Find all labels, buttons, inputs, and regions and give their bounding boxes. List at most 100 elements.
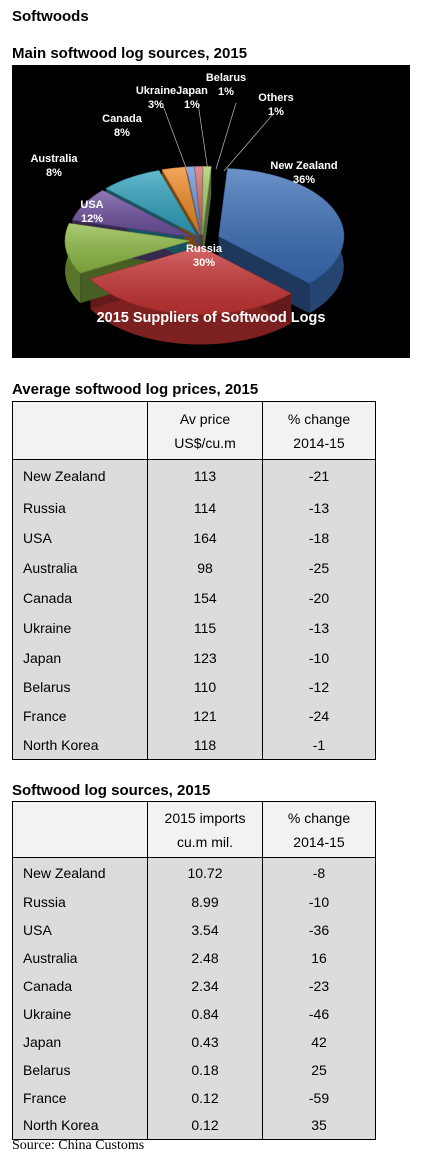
imports-cell: 0.12 [147, 1083, 263, 1112]
country-cell: North Korea [12, 1111, 148, 1140]
sources-table: 2015 imports cu.m mil. % change 2014-15 … [12, 801, 376, 1140]
change-cell: -10 [262, 887, 376, 916]
chart-heading: Main softwood log sources, 2015 [12, 45, 248, 62]
prices-header-price: Av price US$/cu.m [147, 401, 263, 460]
pie-label-usa: USA [80, 199, 103, 211]
country-cell: Ukraine [12, 612, 148, 643]
pie-label-new-zealand: New Zealand [270, 160, 337, 172]
pie-leader-line [223, 112, 275, 172]
pie-chart: New Zealand 36% Russia 30% USA 12% Australia 8%… [12, 65, 410, 358]
imports-cell: 3.54 [147, 915, 263, 944]
pie-slice-highlight [202, 166, 212, 235]
change-cell: -46 [262, 999, 376, 1028]
change-cell: 35 [262, 1111, 376, 1140]
change-cell: -13 [262, 612, 376, 643]
pie-value-canada: 8% [114, 127, 130, 139]
pie-label-russia: Russia [186, 243, 223, 255]
country-cell: Canada [12, 971, 148, 1000]
pie-value-japan: 1% [184, 99, 200, 111]
price-cell: 154 [147, 582, 263, 613]
pie-label-japan: Japan [176, 85, 208, 97]
pie-label-belarus: Belarus [206, 72, 246, 84]
pie-label-canada: Canada [102, 113, 143, 125]
pie-slice-highlight [186, 166, 202, 235]
change-cell: -36 [262, 915, 376, 944]
change-cell: 25 [262, 1055, 376, 1084]
price-cell: 110 [147, 672, 263, 702]
pie-value-others: 1% [268, 106, 284, 118]
sources-header-imports-line1: 2015 imports [164, 809, 246, 826]
prices-table: Av price US$/cu.m % change 2014-15 New Z… [12, 401, 376, 760]
pie-label-ukraine: Ukraine [136, 85, 176, 97]
table-row: France 121 -24 [12, 701, 376, 731]
table-row: Ukraine 0.84 -46 [12, 999, 376, 1028]
pie-value-ukraine: 3% [148, 99, 164, 111]
pie-leader-line [161, 102, 189, 174]
sources-header-change: % change 2014-15 [262, 801, 376, 858]
country-cell: France [12, 1083, 148, 1112]
sources-heading: Softwood log sources, 2015 [12, 782, 211, 799]
sources-header-imports-line2: cu.m mil. [177, 833, 233, 850]
pie-slice-side-russia [90, 278, 291, 345]
pie-value-usa: 12% [81, 213, 103, 225]
change-cell: -23 [262, 971, 376, 1000]
page-title: Softwoods [12, 8, 89, 25]
country-cell: Japan [12, 1027, 148, 1056]
pie-slice-highlight [194, 166, 203, 235]
pie-slice-highlight [218, 168, 344, 284]
table-row: New Zealand 113 -21 [12, 459, 376, 493]
change-cell: -21 [262, 459, 376, 493]
pie-slice-highlight [106, 170, 197, 236]
prices-header-price-line2: US$/cu.m [174, 434, 236, 451]
imports-cell: 2.34 [147, 971, 263, 1000]
imports-cell: 2.48 [147, 943, 263, 972]
country-cell: New Zealand [12, 857, 148, 888]
prices-heading: Average softwood log prices, 2015 [12, 381, 259, 398]
country-cell: Australia [12, 943, 148, 972]
change-cell: -25 [262, 552, 376, 583]
change-cell: -20 [262, 582, 376, 613]
change-cell: -13 [262, 492, 376, 523]
price-cell: 98 [147, 552, 263, 583]
table-row: Belarus 110 -12 [12, 672, 376, 702]
change-cell: -12 [262, 672, 376, 702]
price-cell: 164 [147, 522, 263, 553]
sources-header-change-line2: 2014-15 [293, 833, 345, 850]
table-row: New Zealand 10.72 -8 [12, 857, 376, 888]
table-row: Japan 0.43 42 [12, 1027, 376, 1056]
prices-header-price-line1: Av price [179, 410, 231, 427]
prices-header-change-line1: % change [287, 410, 351, 427]
pie-slice-highlight [90, 246, 291, 315]
price-cell: 115 [147, 612, 263, 643]
pie-value-australia: 8% [46, 167, 62, 179]
table-row: Russia 8.99 -10 [12, 887, 376, 916]
imports-cell: 0.18 [147, 1055, 263, 1084]
pie-leader-line [197, 102, 209, 172]
country-cell: North Korea [12, 730, 148, 760]
price-cell: 114 [147, 492, 263, 523]
change-cell: -18 [262, 522, 376, 553]
pie-label-others: Others [258, 92, 293, 104]
country-cell: Canada [12, 582, 148, 613]
table-row: Canada 2.34 -23 [12, 971, 376, 1000]
pie-slice-highlight [72, 190, 194, 238]
table-row: Belarus 0.18 25 [12, 1055, 376, 1084]
country-cell: USA [12, 915, 148, 944]
pie-value-new-zealand: 36% [293, 174, 315, 186]
table-row: Australia 98 -25 [12, 552, 376, 583]
pie-leader-line [215, 102, 237, 170]
country-cell: Russia [12, 887, 148, 916]
table-row: Ukraine 115 -13 [12, 612, 376, 643]
country-cell: Belarus [12, 672, 148, 702]
sources-header-row: 2015 imports cu.m mil. % change 2014-15 [12, 801, 376, 858]
country-cell: Australia [12, 552, 148, 583]
country-cell: New Zealand [12, 459, 148, 493]
prices-header-change-line2: 2014-15 [293, 434, 345, 451]
price-cell: 121 [147, 701, 263, 731]
table-row: USA 164 -18 [12, 522, 376, 553]
pie-slice-highlight [65, 223, 191, 274]
imports-cell: 8.99 [147, 887, 263, 916]
imports-cell: 0.12 [147, 1111, 263, 1140]
table-row: Canada 154 -20 [12, 582, 376, 613]
sources-header-empty [12, 801, 148, 858]
